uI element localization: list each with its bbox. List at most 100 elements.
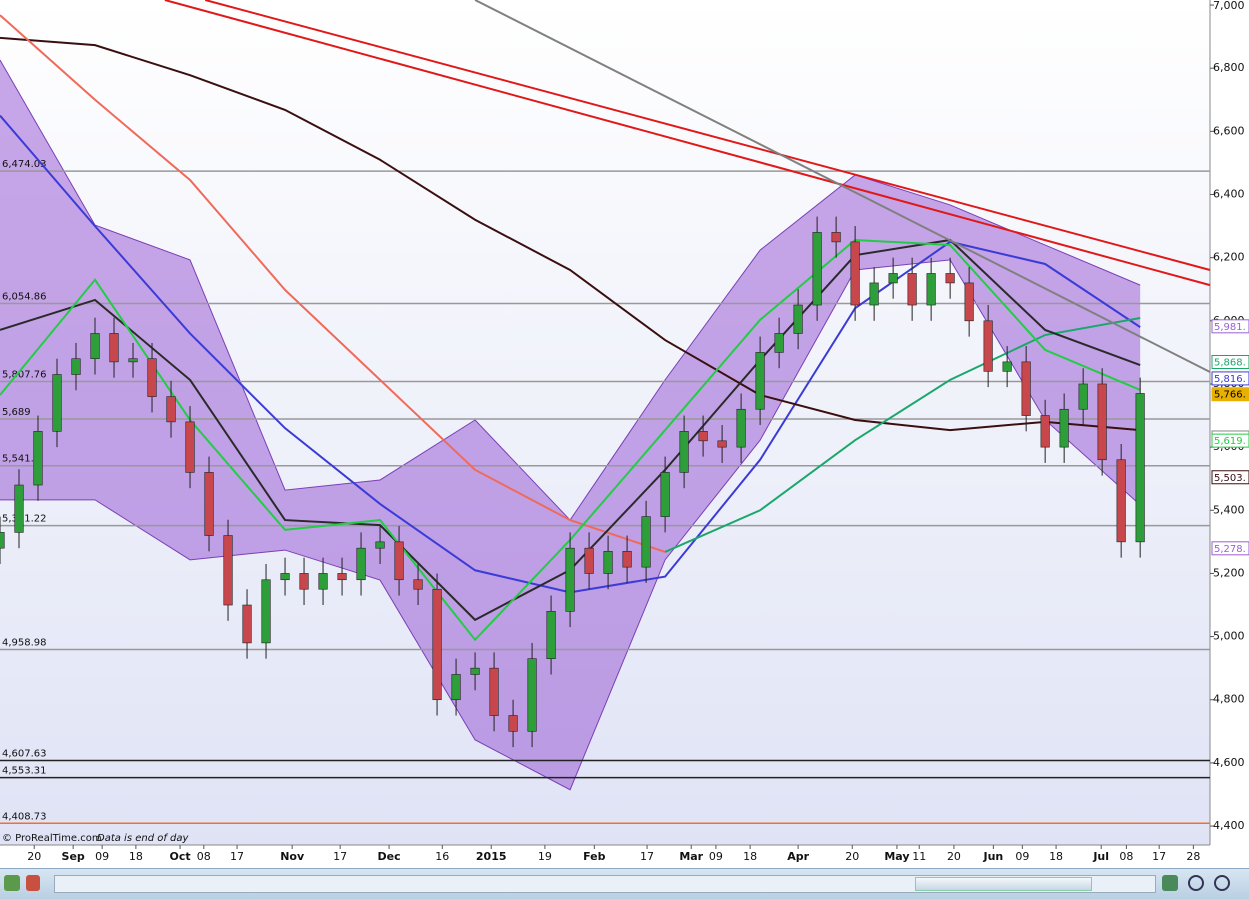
candle-body — [489, 667, 499, 716]
price-tag-label: 5,868. — [1214, 358, 1246, 369]
x-tick-label: 11 — [912, 850, 926, 863]
candle-body — [1040, 415, 1050, 448]
x-tick-label: 17 — [333, 850, 347, 863]
y-tick-label: 7,000 — [1213, 0, 1245, 12]
candle-body — [1135, 393, 1145, 543]
price-tag-label: 5,766. — [1214, 390, 1246, 401]
x-tick-label: 18 — [1049, 850, 1063, 863]
candle-body — [90, 333, 100, 360]
candle-body — [888, 273, 898, 284]
x-tick-label: 28 — [1186, 850, 1200, 863]
candle-body — [1116, 459, 1126, 543]
candle-body — [812, 232, 822, 306]
zoom-box-icon[interactable] — [1188, 875, 1204, 891]
chart-icon[interactable] — [4, 875, 20, 891]
candle-body — [926, 273, 936, 306]
candle-body — [1002, 361, 1012, 372]
level-label: 5,689 — [2, 407, 31, 418]
y-tick-label: 6,400 — [1213, 188, 1245, 201]
candle-body — [565, 547, 575, 612]
price-tag — [1211, 387, 1249, 402]
candle-body — [299, 573, 309, 590]
price-tag-label: 5,278. — [1214, 544, 1246, 555]
x-tick-label: Oct — [169, 850, 190, 863]
candle-body — [318, 573, 328, 590]
scrollbar[interactable] — [54, 875, 1156, 893]
x-tick-label: 20 — [845, 850, 859, 863]
candle-body — [128, 358, 138, 363]
y-tick-label: 5,200 — [1213, 566, 1245, 579]
x-tick-label: 17 — [230, 850, 244, 863]
candle-body — [0, 532, 5, 549]
plot-layer: 6,474.03 6,054.86 5,807.76 5,689 5,541.1 5,35… — [0, 0, 1211, 825]
zoom-out-icon[interactable] — [1214, 875, 1230, 891]
x-tick-label: 16 — [435, 850, 449, 863]
candle-body — [337, 573, 347, 581]
price-tag — [1211, 541, 1249, 556]
price-tag — [1211, 433, 1249, 448]
trendline — [474, 0, 1211, 373]
y-tick-label: 5,400 — [1213, 503, 1245, 516]
candle-body — [280, 573, 290, 581]
x-tick-label: 18 — [743, 850, 757, 863]
candle-body — [413, 579, 423, 590]
scroll-thumb[interactable] — [915, 877, 1092, 891]
candle-body — [33, 431, 43, 486]
candle-body — [71, 358, 81, 375]
candle-body — [432, 588, 442, 701]
draw-icon[interactable] — [1162, 875, 1178, 891]
x-tick-label: 2015 — [476, 850, 507, 863]
x-tick-label: May — [884, 850, 909, 863]
level-label: 5,807.76 — [2, 370, 47, 381]
trendline — [204, 0, 1211, 271]
candle-body — [1021, 361, 1031, 416]
x-tick-label: 09 — [95, 850, 109, 863]
price-tag-label: 5,816. — [1214, 374, 1246, 385]
candle-body — [755, 352, 765, 410]
level-label: 4,958.98 — [2, 638, 47, 649]
level-label: 5,541.1 — [2, 454, 40, 465]
toolbar — [0, 868, 1249, 899]
candle-body — [451, 674, 461, 701]
y-tick-label: 4,400 — [1213, 819, 1245, 832]
level-label: 4,607.63 — [2, 748, 47, 759]
candle-body — [622, 551, 632, 568]
candle-body — [223, 535, 233, 606]
x-tick-label: Dec — [378, 850, 401, 863]
level-label: 6,474.03 — [2, 159, 47, 170]
candle-body — [736, 408, 746, 448]
candle-body — [52, 374, 62, 432]
price-tag — [1211, 371, 1249, 386]
candle-body — [850, 241, 860, 306]
moving-average — [664, 316, 1141, 553]
level-label: 4,408.73 — [2, 811, 47, 822]
x-tick-label: Jun — [982, 850, 1003, 863]
price-tag — [1211, 355, 1249, 370]
x-tick-label: Sep — [62, 850, 85, 863]
candle-body — [660, 472, 670, 517]
candle-body — [641, 516, 651, 568]
candle-body — [546, 611, 556, 659]
candle-body — [242, 604, 252, 644]
x-tick-label: 20 — [27, 850, 41, 863]
y-tick-label: 6,600 — [1213, 124, 1245, 137]
candle-body — [14, 484, 24, 533]
settings-icon[interactable] — [26, 875, 40, 891]
candle-body — [527, 658, 537, 732]
level-label: 5,351.22 — [2, 514, 47, 525]
candle-body — [584, 547, 594, 574]
x-tick-label: Nov — [280, 850, 305, 863]
x-tick-label: 17 — [640, 850, 654, 863]
price-tag — [1211, 470, 1249, 485]
candle-body — [147, 358, 157, 397]
chart: 6,474.03 6,054.86 5,807.76 5,689 5,541.1 5,35… — [0, 0, 1249, 863]
y-tick-label: 5,000 — [1213, 630, 1245, 643]
y-tick-label: 6,200 — [1213, 251, 1245, 264]
price-tag-label: 5,619. — [1214, 436, 1246, 447]
candle-body — [679, 431, 689, 473]
price-tag — [1211, 319, 1249, 334]
level-label: 6,054.86 — [2, 291, 47, 302]
candle-body — [1078, 383, 1088, 410]
candle-body — [508, 715, 518, 732]
